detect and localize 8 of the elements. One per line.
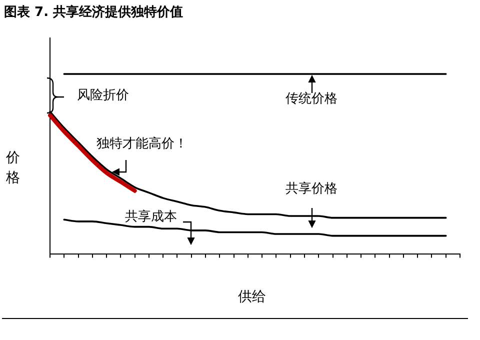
annotation: 风险折价 — [76, 88, 129, 103]
series-label: 共享价格 — [286, 180, 338, 196]
series-label: 共享成本 — [124, 208, 177, 224]
series-label: 独特才能高价！ — [96, 135, 188, 152]
y-axis-title: 价格 — [6, 149, 21, 188]
x-axis-title: 供给 — [238, 288, 266, 306]
legend-label: 传统价格 — [286, 92, 338, 107]
chart-title: 图表 7. 共享经济提供独特价值 — [4, 4, 184, 21]
